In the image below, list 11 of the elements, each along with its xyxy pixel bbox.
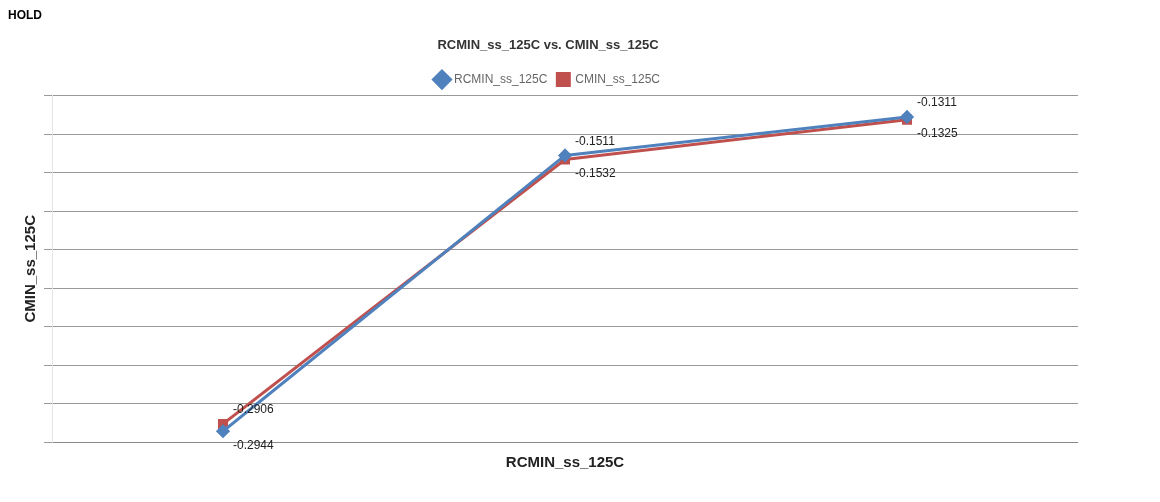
data-label: -0.1311 bbox=[917, 95, 958, 110]
y-axis-title: CMIN_ss_125C bbox=[21, 214, 39, 323]
chart-title: RCMIN_ss_125C vs. CMIN_ss_125C bbox=[437, 37, 660, 53]
text: HOLD bbox=[8, 8, 43, 22]
x-axis-title: RCMIN_ss_125C bbox=[505, 453, 625, 471]
data-label: -0.1511 bbox=[575, 133, 616, 148]
legend-label: RCMIN_ss_125C bbox=[453, 71, 548, 86]
data-label: -0.2944 bbox=[233, 437, 275, 452]
data-label: -0.1325 bbox=[917, 125, 959, 140]
legend-label: CMIN_ss_125C bbox=[575, 71, 661, 86]
data-label: -0.1532 bbox=[575, 165, 617, 180]
